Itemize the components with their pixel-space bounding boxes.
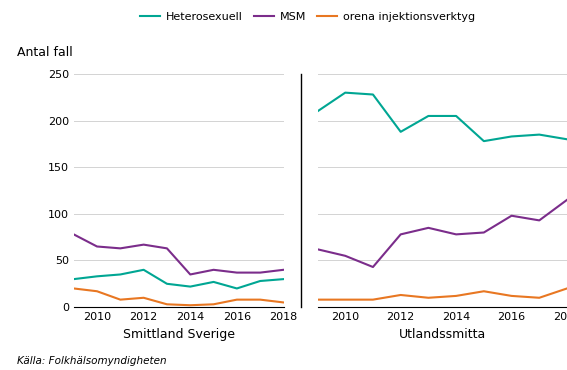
X-axis label: Utlandssmitta: Utlandssmitta	[399, 327, 486, 340]
Text: Källa: Folkhälsomyndigheten: Källa: Folkhälsomyndigheten	[17, 356, 167, 366]
Legend: Heterosexuell, MSM, orena injektionsverktyg: Heterosexuell, MSM, orena injektionsverk…	[136, 7, 479, 26]
Text: Antal fall: Antal fall	[17, 46, 73, 59]
X-axis label: Smittland Sverige: Smittland Sverige	[122, 327, 235, 340]
